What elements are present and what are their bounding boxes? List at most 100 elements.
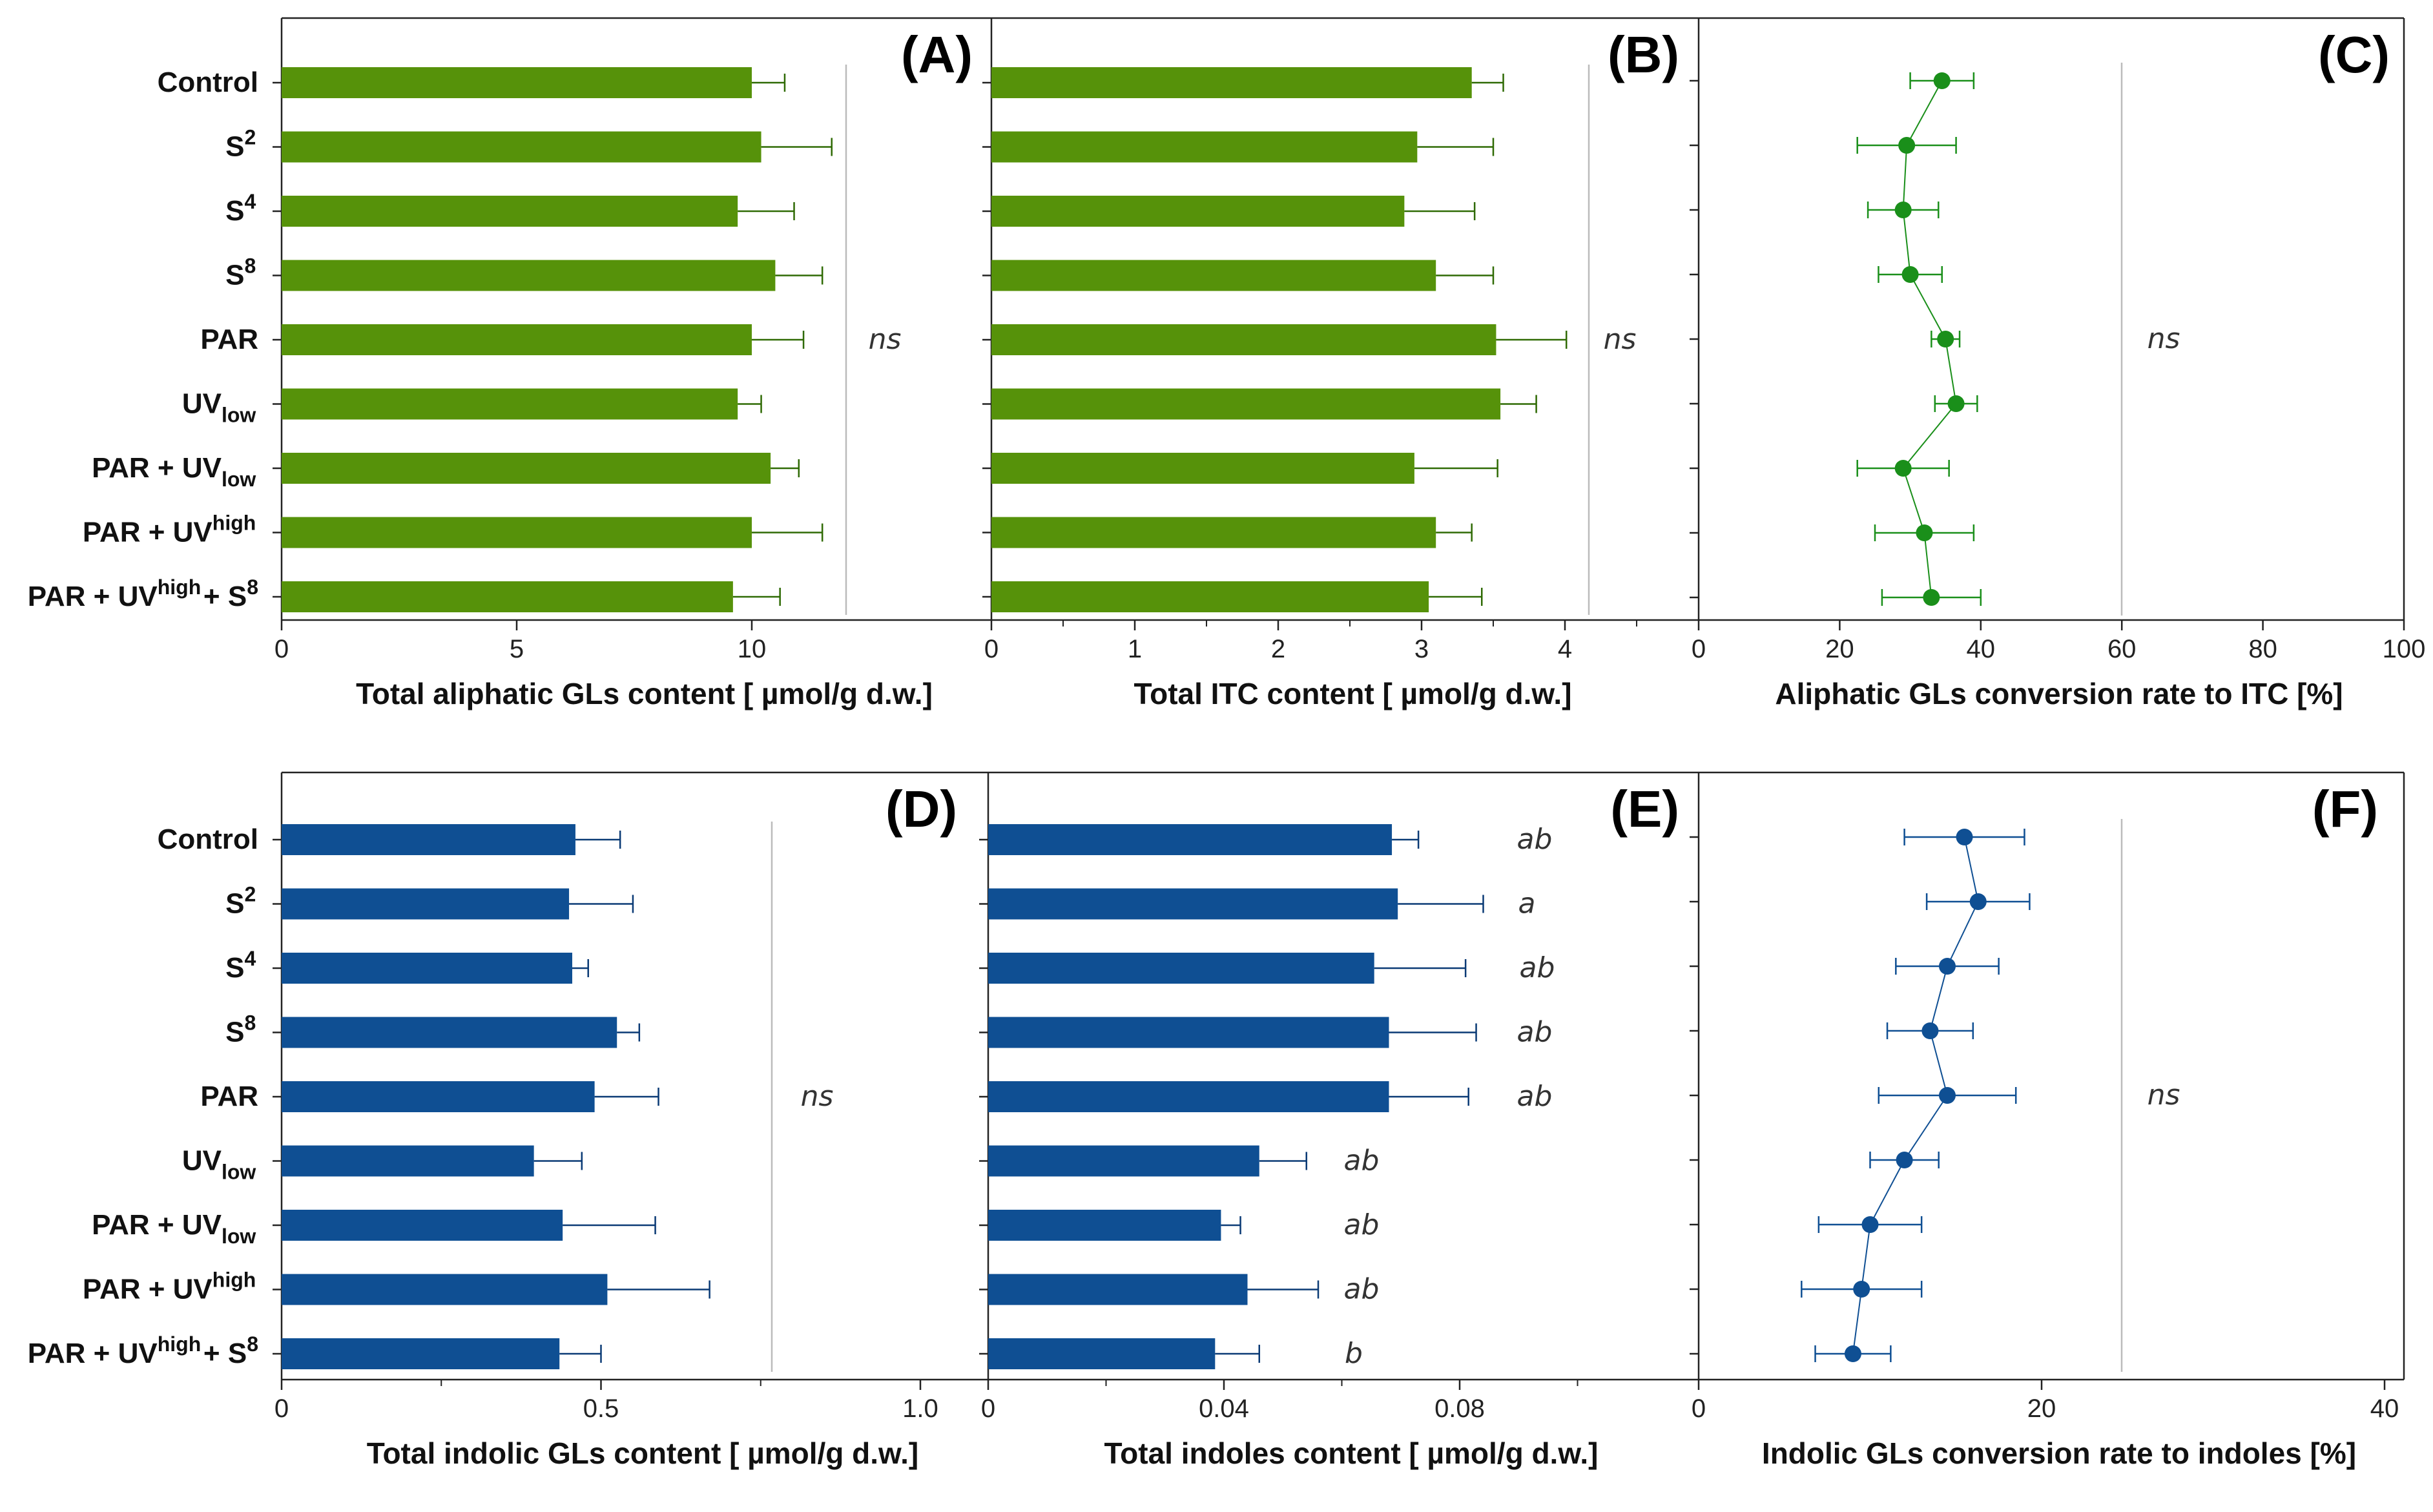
bar [282, 517, 752, 548]
bar [282, 388, 738, 420]
panel-letter: (E) [1610, 780, 1679, 838]
x-tick-label: 80 [2248, 635, 2277, 663]
data-point [1861, 1216, 1879, 1233]
data-point [1916, 524, 1933, 541]
category-label: PAR + UVhigh + S8 [28, 575, 258, 612]
bar [991, 324, 1496, 355]
panel-D: 0 0.5 1.0 Total indolic GLs content [ µmol/… [273, 771, 988, 1470]
category-labels-top: Control S2 S4 S8 PAR UVlow PAR + UVlow PAR… [28, 67, 258, 612]
bar [988, 953, 1374, 984]
x-axis-label: Total indoles content [ µmol/g d.w.] [1104, 1436, 1598, 1470]
bar [282, 131, 761, 163]
bar [282, 1338, 560, 1369]
data-point [1894, 460, 1912, 477]
bar [988, 824, 1393, 855]
bar [991, 131, 1418, 163]
x-tick-label: 4 [1558, 635, 1572, 663]
category-label: PAR [200, 1081, 258, 1112]
x-axis-label: Total indolic GLs content [ µmol/g d.w.] [367, 1436, 918, 1470]
data-point [1933, 72, 1951, 89]
significance-letter: ab [1517, 1016, 1553, 1049]
data-point [1938, 958, 1956, 975]
significance-letter: ab [1520, 951, 1555, 984]
significance-letter: ab [1517, 1080, 1553, 1113]
x-tick-label: 0.5 [583, 1394, 619, 1423]
bar [988, 1210, 1221, 1241]
bar [991, 388, 1501, 420]
panel-E: 0 0.04 0.08 Total indoles content [ µmol/g … [979, 771, 1699, 1470]
category-label: PAR + UVhigh [83, 1269, 258, 1305]
x-tick-label: 40 [1967, 635, 1996, 663]
category-label: PAR + UVlow [92, 1209, 258, 1248]
x-axis-label: Aliphatic GLs conversion rate to ITC [%] [1775, 677, 2343, 710]
significance-letter: ab [1344, 1144, 1380, 1177]
bar [991, 453, 1414, 484]
x-tick-label: 0 [1692, 1394, 1706, 1423]
panel-B: 0 1 2 3 4 Total ITC content [ µmol/g d.w.] (B)… [982, 17, 1699, 710]
x-tick-label: 100 [2383, 635, 2426, 663]
bar [282, 1145, 534, 1177]
data-point [1901, 266, 1919, 283]
bar [282, 1210, 563, 1241]
bar [988, 1338, 1216, 1369]
x-tick-label: 1 [1128, 635, 1142, 663]
bar [988, 888, 1398, 920]
category-label: UVlow [182, 1145, 258, 1184]
bar [282, 67, 752, 98]
x-tick-label: 0 [984, 635, 999, 663]
category-label: PAR + UVhigh [83, 512, 258, 548]
category-label: PAR + UVlow [92, 452, 258, 491]
category-label: PAR + UVhigh + S8 [28, 1332, 258, 1369]
bar [282, 953, 572, 984]
significance-label: ns [2148, 1079, 2180, 1112]
significance-label: ns [1604, 323, 1637, 356]
bar [988, 1081, 1389, 1112]
x-tick-label: 40 [2370, 1394, 2399, 1423]
bar [282, 581, 733, 612]
data-point [1898, 137, 1916, 154]
bar [282, 1017, 617, 1048]
bar [282, 260, 776, 291]
category-label: PAR [200, 324, 258, 355]
significance-letter: ab [1517, 823, 1553, 856]
chart-layer: Control S2 S4 S8 PAR UVlow PAR + UVlow PAR… [28, 17, 2426, 1470]
panel-letter: (A) [901, 26, 973, 83]
x-tick-label: 0 [1692, 635, 1706, 663]
data-point [1844, 1345, 1861, 1362]
x-axis-label: Total aliphatic GLs content [ µmol/g d.w… [356, 677, 933, 710]
x-tick-label: 20 [2027, 1394, 2056, 1423]
bar [282, 453, 771, 484]
category-labels-bottom: Control S2 S4 S8 PAR UVlow PAR + UVlow PAR… [28, 823, 258, 1369]
bar [991, 196, 1405, 227]
data-point [1937, 331, 1954, 347]
x-tick-label: 3 [1414, 635, 1429, 663]
category-label: S2 [225, 126, 258, 163]
bar [991, 67, 1472, 98]
category-label: Control [158, 823, 258, 855]
bar [988, 1145, 1259, 1177]
data-point [1938, 1087, 1956, 1104]
category-label: S4 [225, 947, 258, 984]
category-label: UVlow [182, 388, 258, 427]
x-tick-label: 0 [274, 1394, 289, 1423]
bar [282, 824, 575, 855]
x-tick-label: 2 [1271, 635, 1285, 663]
category-label: S2 [225, 883, 258, 920]
category-label: Control [158, 67, 258, 98]
panel-A: 0 5 10 Total aliphatic GLs content [ µmol/g… [273, 17, 991, 710]
category-label: S8 [225, 254, 258, 291]
panel-letter: (B) [1608, 26, 1679, 83]
panel-letter: (D) [885, 780, 957, 838]
panel-C: 0 20 40 60 80 100 Aliphatic GLs conversion rat… [1690, 17, 2426, 710]
category-label: S4 [225, 190, 258, 227]
panel-letter: (C) [2318, 26, 2390, 83]
bar [282, 888, 570, 920]
x-tick-label: 60 [2107, 635, 2137, 663]
bar [988, 1274, 1248, 1305]
data-point [1923, 589, 1940, 606]
bar [988, 1017, 1389, 1048]
data-point [1969, 893, 1987, 910]
category-label: S8 [225, 1011, 258, 1048]
data-point [1947, 395, 1965, 412]
